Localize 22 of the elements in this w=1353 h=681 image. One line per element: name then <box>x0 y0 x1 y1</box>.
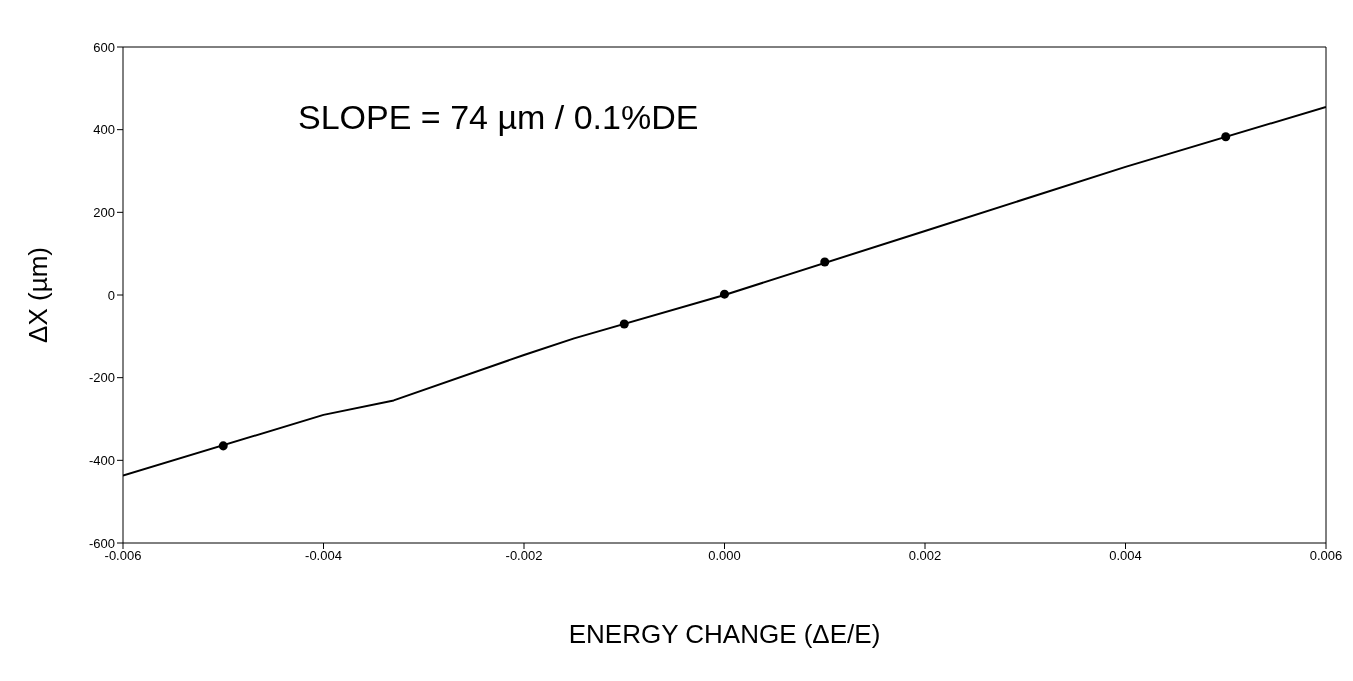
x-tick-label: 0.000 <box>708 548 741 564</box>
point <box>1221 132 1231 142</box>
x-tick-label: -0.006 <box>104 548 142 564</box>
y-tick-label: -200 <box>88 370 115 386</box>
x-tick-label: 0.002 <box>908 548 942 564</box>
y-axis-title: ΔX (µm) <box>23 247 54 343</box>
point <box>218 441 228 451</box>
y-tick-label: -400 <box>88 452 115 468</box>
y-tick-label: 200 <box>93 204 115 220</box>
y-tick-label: 0 <box>107 287 115 303</box>
point <box>719 289 730 299</box>
y-tick-label: -600 <box>88 535 115 551</box>
x-axis-title: ENERGY CHANGE (ΔE/E) <box>568 619 881 649</box>
x-tick-label: 0.004 <box>1109 548 1142 564</box>
x-tick-label: -0.002 <box>505 548 543 564</box>
point <box>820 257 830 267</box>
x-tick-label: 0.006 <box>1309 548 1343 564</box>
x-tick-label: -0.004 <box>305 548 342 564</box>
point <box>619 319 629 329</box>
y-tick-label: 400 <box>93 122 115 138</box>
annotation: SLOPE = 74 µm / 0.1%DE <box>298 98 699 137</box>
y-tick-label: 600 <box>93 39 115 55</box>
